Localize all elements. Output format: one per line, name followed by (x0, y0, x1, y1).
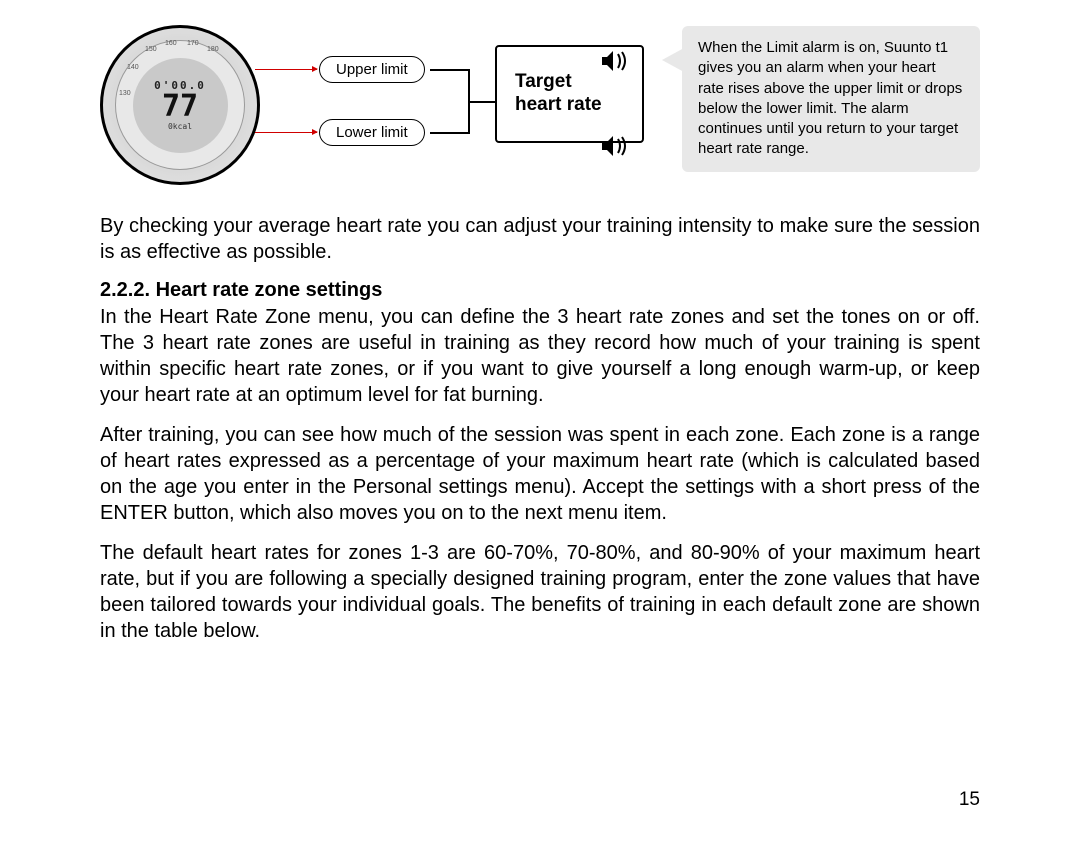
target-label-1: Target (515, 71, 602, 94)
lower-limit-label: Lower limit (336, 124, 408, 141)
callout-tail (662, 48, 684, 72)
connector (430, 132, 470, 134)
upper-limit-box: Upper limit (319, 56, 425, 83)
watch-illustration: 150 160 170 180 140 130 0'00.0 77 0kcal (100, 25, 260, 185)
upper-arrow (255, 69, 317, 70)
paragraph-intro: By checking your average heart rate you … (100, 213, 980, 265)
connector (430, 69, 470, 71)
paragraph-4: The default heart rates for zones 1-3 ar… (100, 540, 980, 644)
target-label-2: heart rate (515, 94, 602, 117)
watch-kcal: 0kcal (168, 122, 192, 131)
page-number: 15 (959, 789, 980, 811)
paragraph-3: After training, you can see how much of … (100, 422, 980, 526)
watch-face: 0'00.0 77 0kcal (133, 58, 228, 153)
callout-text: When the Limit alarm is on, Suunto t1 gi… (698, 39, 962, 157)
alarm-icon-lower (600, 135, 630, 157)
lower-arrow (255, 132, 317, 133)
upper-limit-label: Upper limit (336, 61, 408, 78)
section-heading: 2.2.2. Heart rate zone settings (100, 279, 980, 302)
lower-limit-box: Lower limit (319, 119, 425, 146)
watch-heart-rate: 77 (162, 92, 198, 122)
callout-box: When the Limit alarm is on, Suunto t1 gi… (682, 26, 980, 172)
target-heart-rate-diagram: 150 160 170 180 140 130 0'00.0 77 0kcal … (100, 20, 980, 195)
connector (468, 101, 496, 103)
alarm-icon-upper (600, 50, 630, 72)
paragraph-2: In the Heart Rate Zone menu, you can def… (100, 304, 980, 408)
